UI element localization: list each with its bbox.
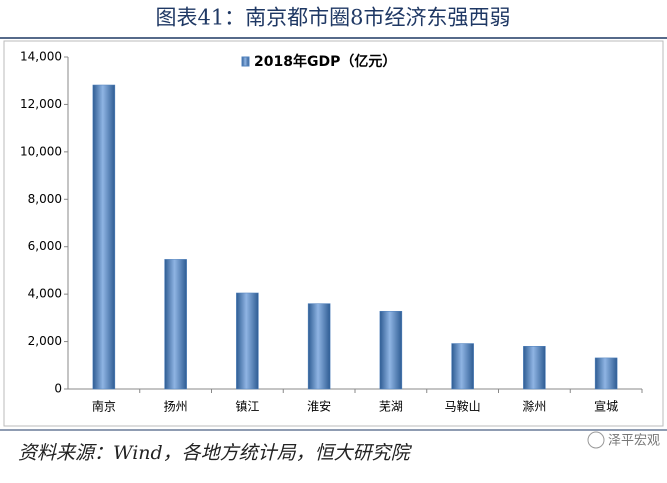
y-tick-label: 6,000 [28, 239, 62, 253]
x-tick-label: 滁州 [522, 399, 546, 414]
source: 资料来源：Wind，各地方统计局，恒大研究院 [18, 442, 413, 464]
y-tick-label: 2,000 [28, 334, 62, 348]
y-tick-label: 8,000 [28, 192, 62, 206]
plot-frame [3, 40, 664, 427]
x-tick-label: 淮安 [307, 399, 331, 414]
y-tick-label: 4,000 [28, 287, 62, 301]
legend-swatch [241, 56, 250, 67]
x-tick-label: 扬州 [164, 399, 188, 414]
y-tick-label: 12,000 [20, 97, 62, 111]
y-tick-label: 14,000 [20, 50, 62, 64]
bar [307, 303, 331, 390]
bar [379, 310, 403, 390]
legend-label: 2018年GDP（亿元） [254, 53, 396, 70]
x-tick-label: 南京 [92, 399, 116, 414]
bar [92, 84, 116, 390]
watermark-icon [587, 431, 605, 449]
watermark: 泽平宏观 [608, 434, 660, 449]
y-tick-label: 0 [54, 382, 62, 396]
bar [451, 343, 474, 390]
y-tick-label: 10,000 [20, 144, 62, 158]
x-tick-label: 芜湖 [379, 399, 403, 414]
x-tick-label: 宣城 [594, 399, 618, 414]
bar [523, 346, 546, 390]
bar [164, 259, 187, 390]
bar [594, 357, 618, 390]
x-tick-label: 马鞍山 [445, 399, 481, 414]
chart-title: 图表41：南京都市圈8市经济东强西弱 [155, 6, 510, 30]
bar [236, 292, 259, 390]
x-tick-label: 镇江 [235, 400, 259, 414]
